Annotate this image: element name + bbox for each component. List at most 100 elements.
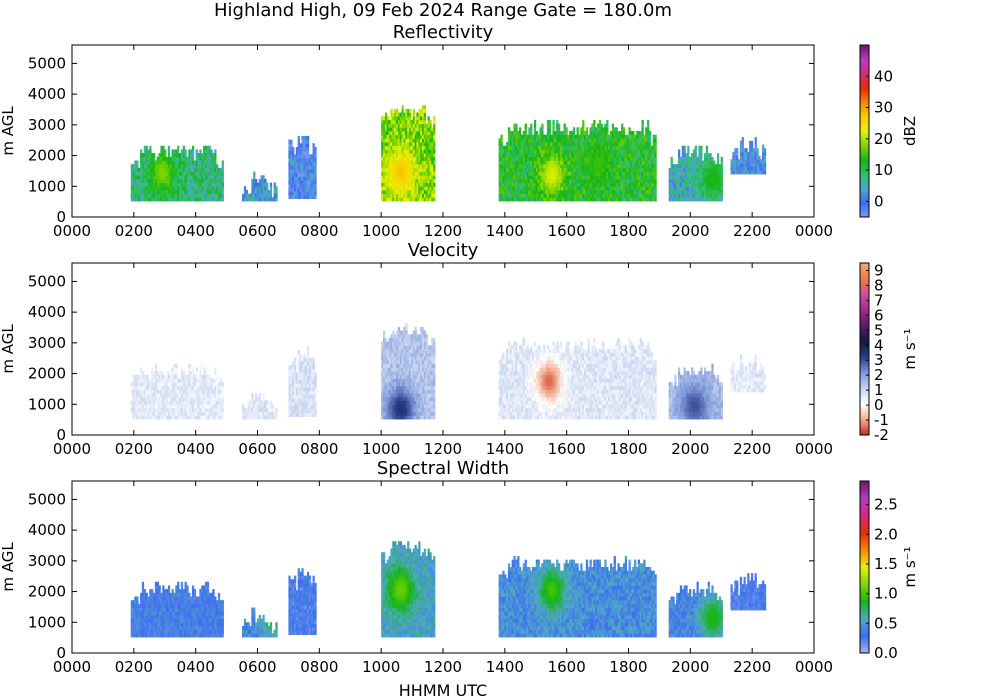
- heatmap-cell: [608, 171, 611, 176]
- heatmap-cell: [576, 131, 579, 136]
- heatmap-cell: [381, 400, 384, 405]
- heatmap-cell: [583, 182, 587, 187]
- heatmap-cell: [414, 164, 417, 169]
- heatmap-cell: [539, 182, 542, 187]
- heatmap-cell: [632, 193, 635, 198]
- heatmap-cell: [193, 411, 197, 416]
- heatmap-cell: [756, 148, 759, 153]
- heatmap-cell: [561, 175, 564, 180]
- heatmap-cell: [741, 151, 744, 156]
- heatmap-cell: [600, 127, 603, 132]
- heatmap-cell: [615, 127, 618, 132]
- heatmap-cell: [683, 171, 686, 176]
- heatmap-cell: [556, 197, 559, 202]
- heatmap-cell: [524, 167, 527, 172]
- heatmap-cell: [381, 393, 384, 398]
- heatmap-cell: [550, 197, 553, 202]
- heatmap-cell: [569, 134, 572, 139]
- heatmap-cell: [556, 149, 559, 154]
- heatmap-cell: [167, 145, 171, 150]
- heatmap-cell: [397, 175, 401, 180]
- heatmap-cell: [288, 409, 291, 414]
- heatmap-cell: [418, 167, 421, 172]
- heatmap-cell: [537, 149, 540, 154]
- heatmap-cell: [637, 145, 641, 150]
- heatmap-cell: [396, 186, 399, 191]
- heatmap-cell: [295, 180, 299, 185]
- heatmap-cell: [541, 171, 544, 176]
- heatmap-cell: [138, 396, 141, 401]
- heatmap-cell: [423, 167, 427, 172]
- heatmap-cell: [756, 151, 759, 156]
- heatmap-cell: [533, 182, 537, 187]
- heatmap-cell: [694, 171, 697, 176]
- heatmap-cell: [425, 138, 428, 143]
- heatmap-cell: [593, 123, 596, 128]
- heatmap-cell: [403, 178, 406, 183]
- heatmap-cell: [526, 175, 529, 180]
- heatmap-cell: [681, 189, 684, 195]
- heatmap-cell: [543, 164, 546, 169]
- heatmap-cell: [595, 171, 598, 176]
- heatmap-cell: [569, 131, 572, 136]
- heatmap-cell: [634, 175, 637, 180]
- heatmap-cell: [401, 149, 404, 154]
- heatmap-cell: [292, 379, 295, 384]
- heatmap-cell: [381, 415, 384, 420]
- heatmap-cell: [611, 149, 615, 154]
- heatmap-cell: [634, 178, 637, 183]
- heatmap-cell: [565, 134, 568, 139]
- heatmap-cell: [397, 171, 401, 176]
- heatmap-cell: [720, 186, 723, 191]
- heatmap-cell: [613, 142, 616, 147]
- heatmap-cell: [567, 142, 570, 147]
- heatmap-cell: [576, 171, 579, 176]
- heatmap-cell: [635, 156, 639, 161]
- heatmap-cell: [418, 182, 421, 187]
- heatmap-cell: [219, 182, 223, 187]
- heatmap-cell: [243, 411, 247, 416]
- heatmap-cell: [421, 112, 425, 117]
- heatmap-cell: [136, 160, 139, 165]
- heatmap-cell: [136, 396, 139, 401]
- heatmap-cell: [643, 153, 646, 158]
- heatmap-cell: [408, 171, 412, 176]
- heatmap-cell: [513, 142, 516, 147]
- heatmap-cell: [383, 356, 386, 361]
- heatmap-cell: [567, 149, 570, 154]
- heatmap-cell: [306, 401, 310, 406]
- heatmap-cell: [648, 164, 652, 169]
- heatmap-cell: [156, 193, 159, 198]
- heatmap-cell: [169, 186, 172, 191]
- heatmap-cell: [624, 186, 628, 191]
- heatmap-cell: [180, 374, 184, 379]
- heatmap-cell: [141, 396, 145, 401]
- heatmap-cell: [210, 167, 213, 172]
- heatmap-cell: [197, 393, 200, 398]
- heatmap-cell: [390, 193, 393, 198]
- heatmap-cell: [390, 178, 393, 183]
- heatmap-cell: [720, 164, 723, 169]
- heatmap-cell: [585, 153, 589, 158]
- heatmap-cell: [433, 123, 436, 128]
- heatmap-cell: [214, 189, 217, 195]
- heatmap-cell: [617, 171, 620, 176]
- heatmap-cell: [149, 167, 152, 172]
- heatmap-cell: [178, 164, 182, 169]
- heatmap-cell: [310, 194, 313, 199]
- heatmap-cell: [670, 171, 673, 176]
- heatmap-cell: [310, 379, 313, 384]
- heatmap-cell: [306, 361, 310, 366]
- heatmap-cell: [609, 149, 613, 154]
- heatmap-cell: [143, 374, 146, 379]
- heatmap-cell: [524, 142, 527, 147]
- heatmap-cell: [165, 193, 169, 198]
- heatmap-cell: [182, 145, 185, 150]
- heatmap-cell: [305, 383, 308, 388]
- heatmap-cell: [164, 160, 167, 165]
- heatmap-cell: [500, 189, 503, 195]
- heatmap-cell: [502, 156, 505, 161]
- heatmap-cell: [407, 178, 410, 183]
- heatmap-cell: [530, 167, 533, 172]
- heatmap-cell: [165, 156, 169, 161]
